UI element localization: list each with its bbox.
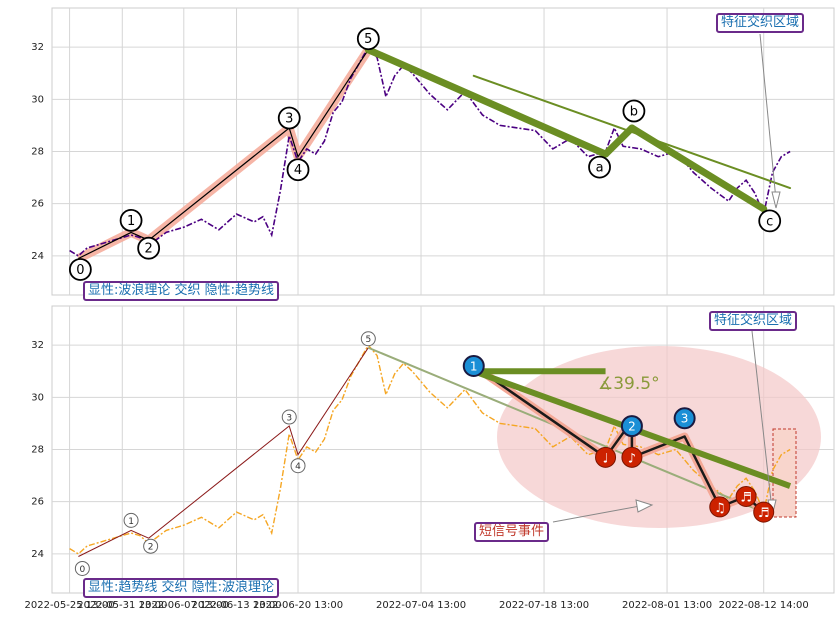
bottom-wave-marker-5: [360, 331, 376, 347]
top-wave-marker-c: [758, 209, 782, 233]
bottom-wave-marker-1: [123, 512, 139, 528]
bottom-signal-marker: [595, 446, 617, 468]
bottom-signal-glyph: ♩: [602, 451, 608, 466]
top-wave-label-c: c: [766, 214, 773, 229]
bottom-price-series: [69, 343, 791, 555]
x-tick-label: 2022-06-07 13:00: [139, 600, 229, 611]
top-trend-line: [364, 46, 610, 158]
top-region-arrow: [759, 33, 777, 201]
bottom-signal-glyph: ♬: [740, 490, 752, 505]
top-region-arrowhead: [771, 191, 781, 209]
bottom-y-tick-label: 26: [31, 497, 44, 508]
bottom-signal-glyph: ♫: [714, 501, 726, 516]
bottom-y-tick-label: 32: [31, 340, 44, 351]
top-wave-label-4: 4: [294, 163, 302, 178]
top-trend-line: [472, 74, 792, 190]
top-wave-label-1: 1: [127, 214, 135, 229]
bottom-signal-glyph: ♬: [758, 506, 770, 521]
short-signal-event-label: 短信号事件: [474, 522, 550, 542]
bottom-trend-marker-2: [620, 415, 643, 438]
top-wave-label-0: 0: [76, 263, 84, 278]
top-trend-line: [602, 124, 636, 158]
bottom-wave-label-5: 5: [365, 335, 371, 345]
top-wave-label-b: b: [630, 105, 638, 120]
top-wave-marker-a: [588, 155, 611, 179]
top-y-tick-label: 26: [31, 199, 44, 210]
bottom-signal-marker: [709, 496, 731, 518]
bottom-trend-label-2: 2: [628, 420, 636, 434]
bottom-trend-marker-1: [462, 355, 485, 378]
top-price-series: [69, 45, 791, 257]
top-region-label: 特征交织区域: [716, 13, 805, 33]
bottom-angle-label: ∡39.5°: [598, 374, 660, 394]
bottom-signal-marker: [753, 501, 775, 523]
bottom-event-arrowhead: [635, 499, 654, 513]
x-tick-label: 2022-08-01 13:00: [622, 600, 712, 611]
bottom-wave-label-1: 1: [128, 517, 134, 527]
bottom-signal-marker: [735, 485, 757, 507]
top-y-tick-label: 28: [31, 147, 44, 158]
top-wave-marker-4: [286, 158, 310, 182]
bottom-region-box: [772, 428, 797, 518]
bottom-wave-marker-4: [290, 458, 306, 474]
bottom-signal-glyph: ♪: [628, 451, 636, 466]
bottom-panel: 24 26 28 30 32 ∡39.5° 0 1 2 3 4 5 1 2 3 ♩ ♪ ♫ ♬ ♬: [31, 305, 835, 594]
bottom-wave-marker-3: [281, 409, 297, 425]
bottom-wave-marker-2: [143, 538, 159, 554]
top-y-tick-label: 30: [31, 94, 44, 105]
bottom-event-arrow: [552, 505, 641, 523]
bottom-region-arrow: [751, 330, 773, 511]
top-trend-line: [628, 124, 768, 213]
bottom-y-tick-label: 28: [31, 445, 44, 456]
bottom-wave-label-0: 0: [79, 565, 85, 575]
x-tick-label: 2022-06-20 13:00: [253, 600, 343, 611]
bottom-trend-marker-3: [673, 407, 696, 430]
top-wave-marker-1: [119, 208, 143, 232]
top-wave-label-3: 3: [285, 112, 293, 127]
top-y-tick-label: 24: [31, 251, 44, 262]
x-tick-label: 2022-07-04 13:00: [376, 600, 466, 611]
top-legend-label: 显性:波浪理论 交织 隐性:趋势线: [83, 281, 280, 301]
top-wave-marker-5: [356, 27, 380, 51]
x-tick-label: 2022-08-12 14:00: [719, 600, 809, 611]
bottom-y-tick-label: 24: [31, 549, 44, 560]
top-wave-marker-3: [277, 106, 301, 130]
bottom-wave-label-3: 3: [286, 414, 292, 424]
bottom-wave-line: [78, 347, 369, 557]
bottom-signal-marker: [621, 446, 643, 468]
bottom-y-tick-label: 30: [31, 392, 44, 403]
bottom-region-label: 特征交织区域: [709, 311, 798, 331]
x-tick-label: 2022-06-13 13:00: [191, 600, 281, 611]
bottom-trend-label-3: 3: [681, 412, 689, 426]
top-y-tick-label: 32: [31, 42, 44, 53]
x-tick-label: 2022-07-18 13:00: [499, 600, 589, 611]
top-wave-label-2: 2: [145, 242, 153, 257]
top-wave-marker-0: [68, 258, 92, 281]
x-tick-label: 2022-05-25 13:00: [25, 600, 115, 611]
top-wave-label-a: a: [596, 161, 604, 176]
top-panel: 24 26 28 30 32 0 12 3 4 5 a b c: [31, 7, 835, 296]
bottom-trend-label-1: 1: [470, 360, 478, 374]
bottom-legend-label: 显性:趋势线 交织 隐性:波浪理论: [83, 578, 280, 598]
bottom-wave-marker-0: [74, 560, 90, 576]
bottom-wave-label-2: 2: [148, 543, 154, 553]
bottom-wave-label-4: 4: [295, 462, 301, 472]
top-wave-marker-2: [137, 236, 161, 260]
x-tick-label: 2022-05-31 13:00: [77, 600, 167, 611]
top-wave-marker-b: [622, 99, 646, 123]
top-wave-label-5: 5: [364, 32, 372, 47]
